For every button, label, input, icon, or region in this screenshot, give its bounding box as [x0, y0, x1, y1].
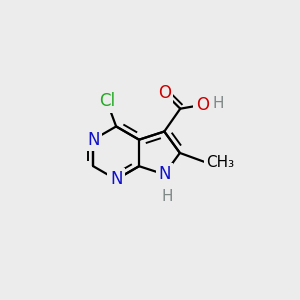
Text: N: N: [87, 131, 99, 149]
Text: N: N: [110, 170, 122, 188]
Text: H: H: [161, 189, 173, 204]
Text: O: O: [196, 96, 209, 114]
Text: N: N: [158, 165, 170, 183]
Text: H: H: [213, 96, 224, 111]
Text: CH₃: CH₃: [206, 155, 234, 170]
Text: O: O: [158, 84, 171, 102]
Text: Cl: Cl: [99, 92, 115, 110]
